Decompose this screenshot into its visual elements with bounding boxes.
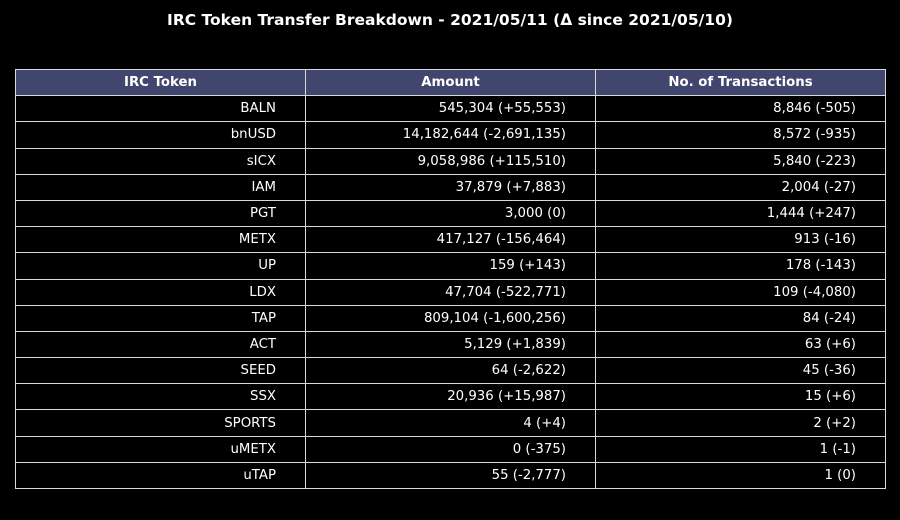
token-cell: bnUSD — [15, 121, 306, 149]
table-row: uTAP 55 (-2,777) 1 (0) — [15, 461, 886, 490]
transactions-cell: 8,846 (-505) — [595, 95, 886, 123]
transactions-cell: 1 (0) — [595, 461, 886, 490]
table-row: sICX 9,058,986 (+115,510) 5,840 (-223) — [15, 147, 886, 175]
amount-cell: 809,104 (-1,600,256) — [305, 304, 596, 332]
transactions-cell: 8,572 (-935) — [595, 121, 886, 149]
amount-cell: 9,058,986 (+115,510) — [305, 147, 596, 175]
token-cell: ACT — [15, 330, 306, 359]
table-row: ACT 5,129 (+1,839) 63 (+6) — [15, 330, 886, 359]
transactions-cell: 1 (-1) — [595, 435, 886, 463]
table-row: BALN 545,304 (+55,553) 8,846 (-505) — [15, 95, 886, 123]
amount-cell: 159 (+143) — [305, 252, 596, 280]
token-cell: TAP — [15, 304, 306, 332]
amount-cell: 47,704 (-522,771) — [305, 278, 596, 306]
transactions-cell: 15 (+6) — [595, 383, 886, 411]
token-cell: IAM — [15, 173, 306, 201]
amount-cell: 55 (-2,777) — [305, 461, 596, 490]
transactions-cell: 45 (-36) — [595, 357, 886, 385]
amount-cell: 14,182,644 (-2,691,135) — [305, 121, 596, 149]
table-row: METX 417,127 (-156,464) 913 (-16) — [15, 226, 886, 254]
token-cell: LDX — [15, 278, 306, 306]
amount-cell: 545,304 (+55,553) — [305, 95, 596, 123]
table-row: SPORTS 4 (+4) 2 (+2) — [15, 409, 886, 437]
table-row: PGT 3,000 (0) 1,444 (+247) — [15, 199, 886, 228]
amount-cell: 417,127 (-156,464) — [305, 226, 596, 254]
token-cell: UP — [15, 252, 306, 280]
token-transfer-table: IRC Token Amount No. of Transactions BAL… — [15, 68, 886, 490]
table-header-row: IRC Token Amount No. of Transactions — [15, 68, 886, 97]
token-cell: sICX — [15, 147, 306, 175]
column-header-amount: Amount — [305, 68, 596, 97]
token-cell: BALN — [15, 95, 306, 123]
table-row: uMETX 0 (-375) 1 (-1) — [15, 435, 886, 463]
transactions-cell: 2,004 (-27) — [595, 173, 886, 201]
token-cell: uTAP — [15, 461, 306, 490]
table-row: IAM 37,879 (+7,883) 2,004 (-27) — [15, 173, 886, 201]
table-row: bnUSD 14,182,644 (-2,691,135) 8,572 (-935) — [15, 121, 886, 149]
amount-cell: 3,000 (0) — [305, 199, 596, 228]
table-row: SEED 64 (-2,622) 45 (-36) — [15, 357, 886, 385]
transactions-cell: 1,444 (+247) — [595, 199, 886, 228]
transactions-cell: 5,840 (-223) — [595, 147, 886, 175]
transactions-cell: 913 (-16) — [595, 226, 886, 254]
column-header-transactions: No. of Transactions — [595, 68, 886, 97]
table-row: UP 159 (+143) 178 (-143) — [15, 252, 886, 280]
amount-cell: 20,936 (+15,987) — [305, 383, 596, 411]
amount-cell: 64 (-2,622) — [305, 357, 596, 385]
transactions-cell: 63 (+6) — [595, 330, 886, 359]
amount-cell: 5,129 (+1,839) — [305, 330, 596, 359]
chart-title: IRC Token Transfer Breakdown - 2021/05/1… — [167, 11, 733, 29]
table-row: LDX 47,704 (-522,771) 109 (-4,080) — [15, 278, 886, 306]
amount-cell: 4 (+4) — [305, 409, 596, 437]
table-body: BALN 545,304 (+55,553) 8,846 (-505) bnUSD 14… — [15, 95, 886, 490]
table-row: SSX 20,936 (+15,987) 15 (+6) — [15, 383, 886, 411]
token-cell: SEED — [15, 357, 306, 385]
amount-cell: 0 (-375) — [305, 435, 596, 463]
transactions-cell: 178 (-143) — [595, 252, 886, 280]
token-cell: METX — [15, 226, 306, 254]
transactions-cell: 2 (+2) — [595, 409, 886, 437]
table-row: TAP 809,104 (-1,600,256) 84 (-24) — [15, 304, 886, 332]
token-cell: PGT — [15, 199, 306, 228]
amount-cell: 37,879 (+7,883) — [305, 173, 596, 201]
column-header-irc-token: IRC Token — [15, 68, 306, 97]
token-cell: uMETX — [15, 435, 306, 463]
token-cell: SSX — [15, 383, 306, 411]
transactions-cell: 84 (-24) — [595, 304, 886, 332]
token-cell: SPORTS — [15, 409, 306, 437]
transactions-cell: 109 (-4,080) — [595, 278, 886, 306]
